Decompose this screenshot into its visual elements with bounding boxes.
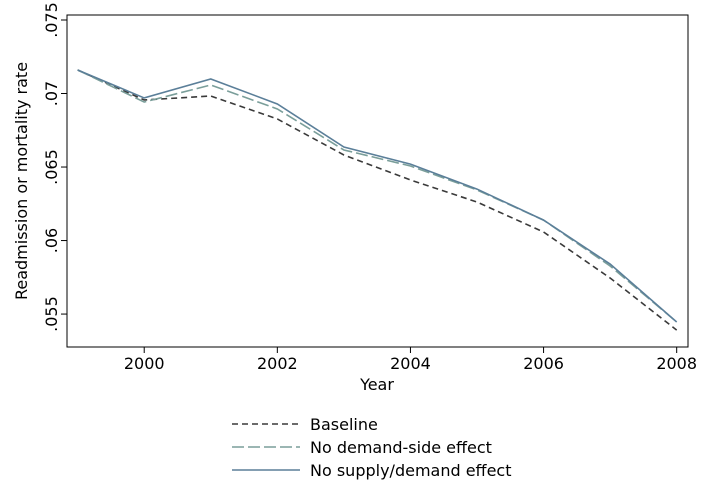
- plot-frame: [66, 14, 689, 348]
- x-tick-label: 2008: [656, 354, 697, 373]
- legend-label: No demand-side effect: [310, 438, 492, 457]
- y-tick-label: .075: [42, 2, 61, 38]
- legend-label: Baseline: [310, 415, 378, 434]
- x-tick-label: 2006: [523, 354, 564, 373]
- x-tick-label: 2000: [124, 354, 165, 373]
- y-tick-label: .06: [42, 228, 61, 253]
- x-axis-label: Year: [359, 375, 394, 394]
- y-tick-label: .07: [42, 81, 61, 106]
- y-tick-label: .065: [42, 149, 61, 185]
- series-line: [77, 69, 678, 323]
- legend-label: No supply/demand effect: [310, 461, 512, 480]
- y-axis-label: Readmission or mortality rate: [12, 62, 31, 300]
- y-tick-label: .055: [42, 296, 61, 332]
- x-tick-label: 2004: [390, 354, 431, 373]
- series-line: [77, 69, 678, 331]
- series-line: [77, 69, 678, 323]
- x-tick-label: 2002: [257, 354, 298, 373]
